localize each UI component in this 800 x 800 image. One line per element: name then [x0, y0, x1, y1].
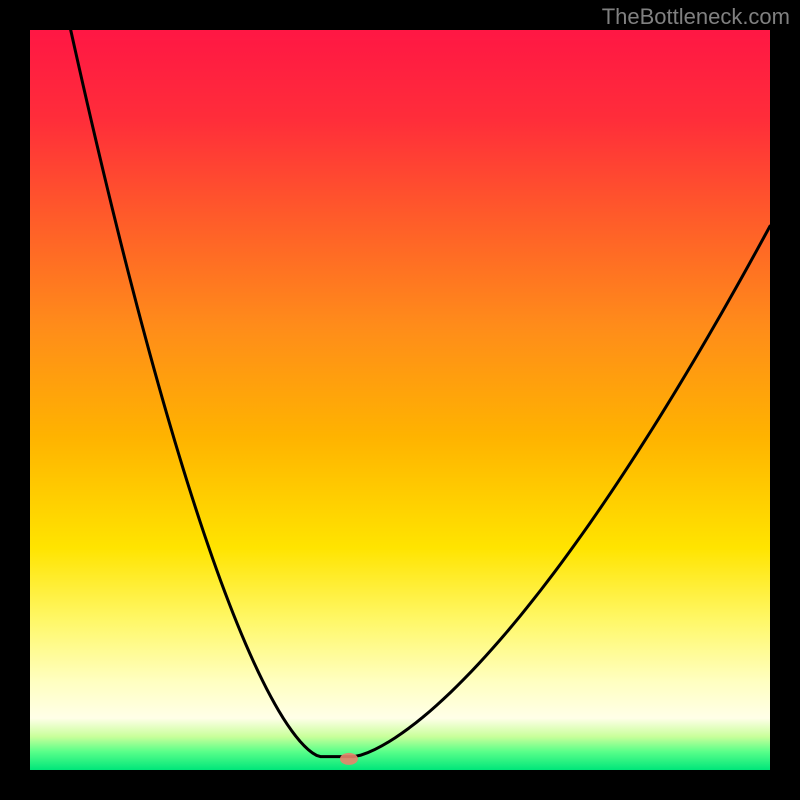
bottleneck-chart: [0, 0, 800, 800]
watermark-text: TheBottleneck.com: [602, 4, 790, 30]
chart-background: [30, 30, 770, 770]
minimum-marker: [340, 753, 358, 765]
chart-container: TheBottleneck.com: [0, 0, 800, 800]
